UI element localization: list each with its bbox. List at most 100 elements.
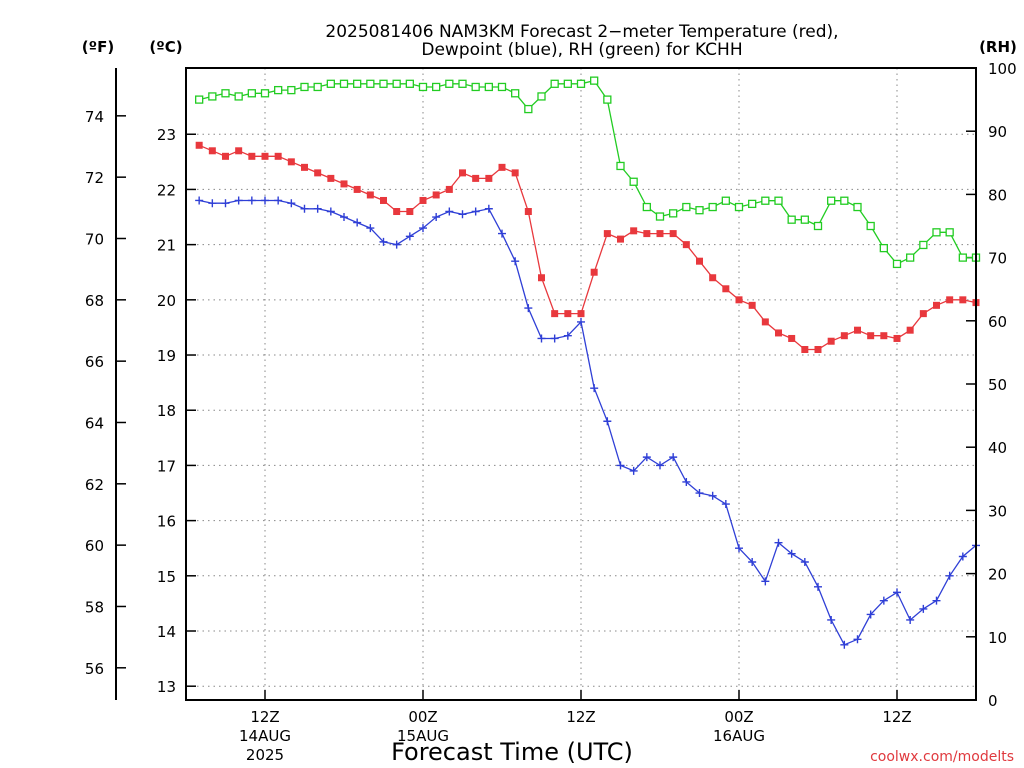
dewpoint-point <box>945 571 954 580</box>
dewpoint-point <box>800 558 809 567</box>
dewpoint-point <box>366 224 375 233</box>
series-rh <box>195 76 981 269</box>
celsius-tick-label: 16 <box>157 513 176 531</box>
rh-point <box>221 89 230 98</box>
x-tick-label: 12Z <box>250 708 279 726</box>
rh-point <box>576 79 586 88</box>
fahrenheit-unit-label: (ºF) <box>82 38 114 56</box>
rh-point <box>511 89 520 98</box>
chart-title-line1: 2025081406 NAM3KM Forecast 2−meter Tempe… <box>325 22 838 42</box>
temperature-point <box>919 310 927 318</box>
temperature-point <box>959 296 967 304</box>
x-tick-label: 00Z <box>724 708 753 726</box>
temperature-point <box>564 310 572 318</box>
rh-point <box>655 212 665 221</box>
temperature-point <box>880 332 888 340</box>
temperature-point <box>327 174 335 182</box>
rh-point <box>313 82 322 92</box>
temperature-point <box>854 326 861 334</box>
x-tick-label: 12Z <box>566 708 595 726</box>
dewpoint-point <box>603 417 612 426</box>
temperature-point <box>445 185 453 193</box>
dewpoint-point <box>221 199 230 208</box>
rh-point <box>234 92 243 101</box>
rh-point <box>432 82 441 92</box>
rh-tick-label: 50 <box>988 376 1007 394</box>
temperature-point <box>682 241 690 249</box>
rh-point <box>787 215 796 224</box>
celsius-axis: 13 14 15 16 17 18 19 20 21 22 23 <box>157 126 196 696</box>
temperature-point <box>643 230 651 238</box>
temperature-point <box>261 152 269 160</box>
temperature-point <box>524 208 532 216</box>
temperature-point <box>419 196 427 204</box>
temperature-point <box>590 268 598 276</box>
temperature-point <box>906 326 914 334</box>
rh-point <box>353 79 362 88</box>
dewpoint-point <box>511 257 520 266</box>
rh-point <box>379 79 388 88</box>
dewpoint-point <box>708 491 717 500</box>
dewpoint-point <box>313 204 322 213</box>
temperature-point <box>459 169 466 177</box>
rh-point <box>761 196 770 205</box>
dewpoint-point <box>537 334 546 343</box>
celsius-tick-label: 13 <box>157 678 176 696</box>
dewpoint-point <box>761 577 770 586</box>
rh-point <box>853 202 862 212</box>
dewpoint-point <box>498 229 506 238</box>
rh-point <box>603 95 612 104</box>
celsius-tick-label: 21 <box>157 237 176 255</box>
fahrenheit-axis: 56 58 60 62 64 66 68 70 72 74 <box>85 108 126 678</box>
x-tick-date: 14AUG <box>239 727 291 745</box>
temperature-point <box>617 235 624 243</box>
dewpoint-point <box>616 461 625 470</box>
dewpoint-point <box>787 549 796 558</box>
rh-point <box>563 79 572 88</box>
rh-point <box>708 202 717 212</box>
temperature-point <box>577 310 585 318</box>
temperature-point <box>393 208 401 216</box>
rh-point <box>274 85 283 95</box>
plot-frame <box>185 67 977 701</box>
temperature-point <box>814 346 822 354</box>
dewpoint-point <box>590 384 599 393</box>
temperature-point <box>669 230 677 238</box>
dewpoint-point <box>735 544 743 553</box>
celsius-tick-label: 19 <box>157 347 176 365</box>
dewpoint-point <box>208 199 217 208</box>
dewpoint-point <box>721 500 730 509</box>
dewpoint-point <box>419 224 427 233</box>
rh-point <box>919 240 928 250</box>
rh-tick-label: 20 <box>988 566 1007 584</box>
rh-point <box>827 196 836 205</box>
rh-point <box>932 228 941 237</box>
rh-point <box>537 92 546 101</box>
rh-point <box>208 92 217 101</box>
dewpoint-point <box>563 331 572 340</box>
dewpoint-point <box>524 304 533 313</box>
rh-tick-label: 10 <box>988 629 1007 647</box>
rh-point <box>945 228 954 237</box>
temperature-point <box>630 227 638 235</box>
rh-point <box>339 79 349 88</box>
dewpoint-point <box>340 213 348 222</box>
rh-point <box>616 161 625 171</box>
rh-point <box>366 79 375 88</box>
temperature-point <box>827 337 835 345</box>
dewpoint-point <box>879 596 888 605</box>
temperature-point <box>248 152 256 160</box>
rh-point <box>458 79 467 88</box>
rh-point <box>497 82 507 92</box>
temperature-point <box>195 141 203 149</box>
temperature-point <box>748 301 756 309</box>
temperature-point <box>314 169 322 177</box>
temperature-point <box>353 185 361 193</box>
temperature-point <box>801 346 809 354</box>
dewpoint-point <box>919 604 928 613</box>
dewpoint-point <box>814 582 822 591</box>
rh-point <box>260 89 270 98</box>
dewpoint-point <box>405 232 414 241</box>
